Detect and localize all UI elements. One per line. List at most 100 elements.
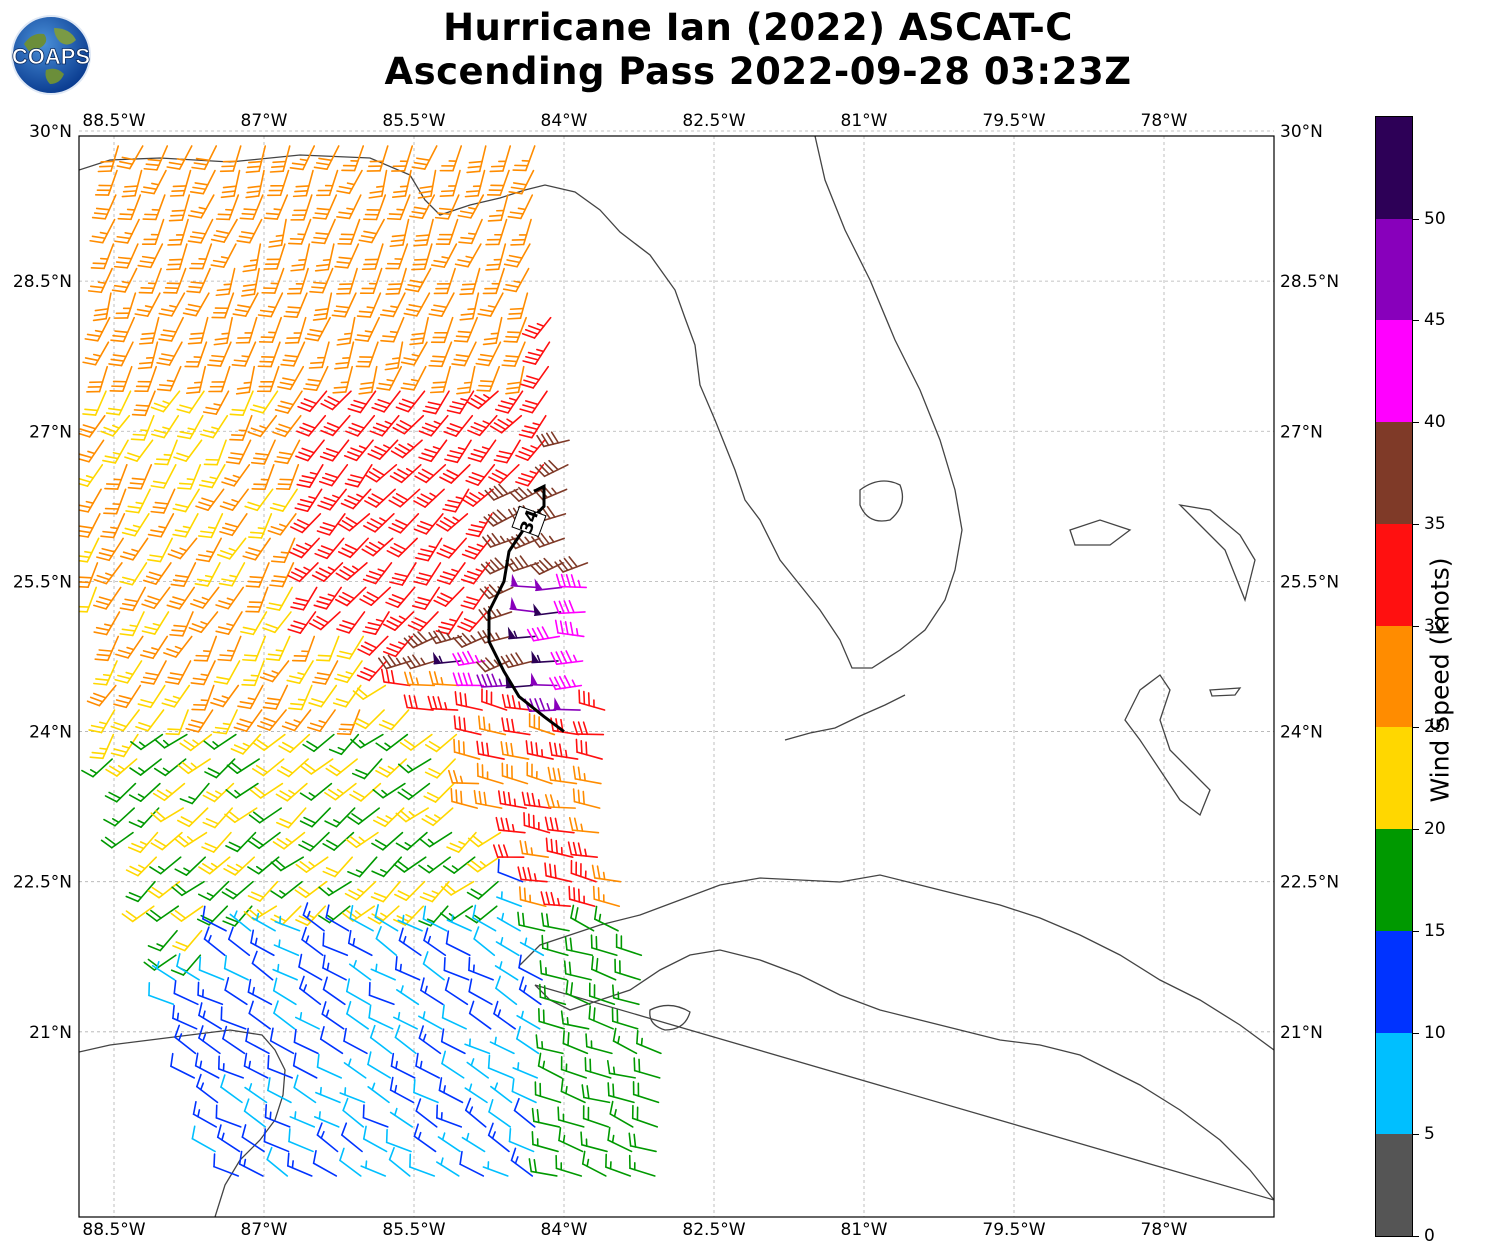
wind-barb (418, 831, 453, 848)
wind-barb (418, 1011, 443, 1030)
colorbar-tick (1413, 218, 1419, 220)
wind-barb (291, 635, 316, 662)
wind-barb (436, 513, 469, 532)
wind-barb (428, 629, 463, 645)
wind-barb (428, 292, 455, 317)
wind-barb (226, 758, 260, 775)
wind-barb (519, 937, 545, 957)
wind-barb (298, 831, 330, 852)
wind-barb (512, 1062, 539, 1079)
wind-barb (336, 316, 356, 346)
contour-line (487, 483, 565, 733)
florida-coastline (79, 136, 963, 669)
wind-barb (116, 145, 144, 170)
wind-barb (79, 586, 97, 613)
colorbar-segment (1376, 1032, 1412, 1135)
wind-barb (389, 562, 417, 586)
wind-barb (560, 1010, 590, 1030)
wind-barb (534, 1081, 562, 1104)
wind-barb (170, 562, 197, 587)
wind-barb (497, 858, 524, 883)
wind-barb (434, 194, 460, 220)
wind-barb (340, 488, 372, 510)
title-line-1: Hurricane Ian (2022) ASCAT-C (443, 6, 1073, 49)
wind-barb (507, 626, 536, 640)
wind-barb (174, 1024, 197, 1055)
wind-barb (445, 930, 471, 957)
wind-barb (165, 709, 189, 736)
wind-barb (237, 684, 264, 710)
wind-barb (172, 488, 200, 513)
wind-barb (231, 341, 257, 367)
lat-tick-label: 28.5°N (13, 272, 72, 292)
wind-barb (495, 975, 518, 1006)
colorbar-tick (1413, 1236, 1419, 1237)
lat-tick-label: 27°N (29, 422, 72, 442)
wind-barb (173, 980, 199, 1006)
wind-barb (390, 1052, 416, 1079)
wind-barb (230, 733, 262, 755)
wind-barb (437, 1132, 461, 1153)
lat-tick-label: 21°N (29, 1023, 72, 1043)
wind-barb (371, 831, 404, 851)
wind-barb (370, 963, 396, 981)
wind-barb (299, 782, 333, 801)
lon-tick-label: 82.5°W (682, 111, 745, 131)
wind-barb (166, 145, 193, 170)
wind-barb (294, 488, 323, 513)
wind-contour-34kt: 34 (487, 483, 565, 733)
wind-barb (174, 856, 207, 876)
wind-barb (218, 562, 246, 587)
wind-barb (503, 243, 531, 268)
wind-barb (224, 977, 248, 1006)
wind-barb (217, 635, 242, 662)
wind-barb (607, 1082, 635, 1104)
wind-barb (114, 660, 143, 684)
wind-barb (198, 464, 226, 489)
wind-barb (444, 976, 469, 1006)
wind-barb (259, 660, 290, 683)
wind-barb (403, 694, 434, 711)
lon-tick-label: 87°W (241, 111, 288, 131)
wind-barb (353, 709, 385, 730)
wind-barb (125, 488, 151, 514)
wind-barb (172, 513, 199, 538)
wind-barb (541, 912, 570, 932)
wind-barb (318, 464, 349, 487)
wind-barb (397, 782, 431, 801)
wind-barb (269, 145, 291, 173)
wind-barb (544, 794, 576, 809)
wind-barb (385, 1128, 412, 1153)
wind-barb (438, 1077, 464, 1104)
wind-barb (247, 978, 273, 1006)
wind-barb (489, 414, 523, 434)
grand-bahama (1069, 519, 1132, 546)
colorbar-tick-label: 5 (1424, 1124, 1435, 1145)
colorbar-tick-label: 40 (1424, 412, 1446, 433)
wind-barb (275, 464, 300, 490)
wind-barb (143, 145, 169, 171)
wind-barb (428, 670, 460, 687)
wind-barb (322, 932, 349, 957)
wind-barb (176, 953, 200, 981)
wind-barb (265, 635, 291, 661)
wind-barb (424, 733, 458, 753)
wind-barb (452, 650, 486, 666)
lon-tick-label: 79.5°W (982, 111, 1045, 131)
wind-barb (269, 488, 298, 512)
wind-barb (568, 885, 596, 908)
wind-barb (84, 316, 111, 342)
wind-barb (220, 1074, 243, 1104)
wind-barb (312, 194, 338, 220)
wind-barb (343, 1058, 367, 1079)
wind-barb (316, 1053, 343, 1079)
wind-barb (465, 905, 498, 924)
wind-barb (191, 1125, 216, 1153)
wind-barb (334, 341, 355, 370)
wind-barb (396, 985, 420, 1006)
wind-barb (185, 709, 214, 733)
wind-barb (374, 904, 399, 932)
lat-tick-label: 30°N (1280, 122, 1323, 142)
wind-barb (177, 807, 209, 828)
wind-barb (202, 390, 230, 415)
